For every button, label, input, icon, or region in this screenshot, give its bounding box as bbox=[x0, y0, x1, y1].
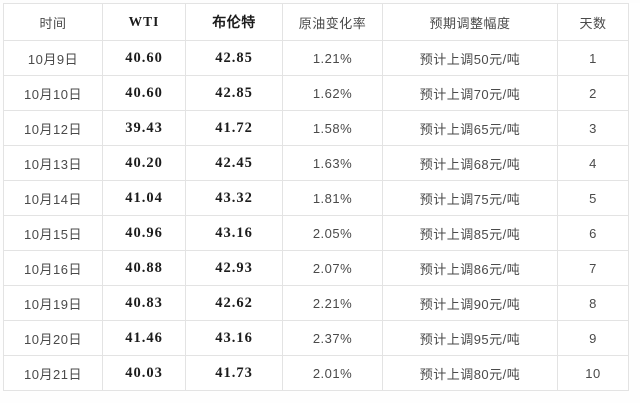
cell-adjustment: 预计上调75元/吨 bbox=[382, 180, 558, 216]
header-adjustment: 预期调整幅度 bbox=[382, 3, 558, 41]
cell-days: 8 bbox=[557, 285, 629, 321]
cell-wti: 40.60 bbox=[102, 40, 186, 76]
page: 时间 WTI 布伦特 原油变化率 预期调整幅度 天数 10月9日 40.60 42.… bbox=[0, 3, 640, 403]
cell-adjustment: 预计上调95元/吨 bbox=[382, 320, 558, 356]
cell-date: 10月15日 bbox=[3, 215, 103, 251]
cell-change-rate: 2.05% bbox=[282, 215, 383, 251]
cell-change-rate: 1.81% bbox=[282, 180, 383, 216]
cell-date: 10月12日 bbox=[3, 110, 103, 146]
table-row: 10月15日 40.96 43.16 2.05% 预计上调85元/吨 6 bbox=[3, 215, 629, 251]
cell-change-rate: 1.62% bbox=[282, 75, 383, 111]
cell-adjustment: 预计上调50元/吨 bbox=[382, 40, 558, 76]
table-row: 10月19日 40.83 42.62 2.21% 预计上调90元/吨 8 bbox=[3, 285, 629, 321]
table-row: 10月9日 40.60 42.85 1.21% 预计上调50元/吨 1 bbox=[3, 40, 629, 76]
cell-brent: 42.45 bbox=[185, 145, 283, 181]
cell-days: 2 bbox=[557, 75, 629, 111]
cell-days: 1 bbox=[557, 40, 629, 76]
cell-brent: 43.16 bbox=[185, 320, 283, 356]
header-row: 时间 WTI 布伦特 原油变化率 预期调整幅度 天数 bbox=[3, 3, 629, 41]
cell-wti: 41.04 bbox=[102, 180, 186, 216]
cell-adjustment: 预计上调70元/吨 bbox=[382, 75, 558, 111]
cell-days: 6 bbox=[557, 215, 629, 251]
cell-date: 10月16日 bbox=[3, 250, 103, 286]
cell-wti: 40.83 bbox=[102, 285, 186, 321]
cell-brent: 42.93 bbox=[185, 250, 283, 286]
cell-brent: 43.16 bbox=[185, 215, 283, 251]
table-row: 10月14日 41.04 43.32 1.81% 预计上调75元/吨 5 bbox=[3, 180, 629, 216]
cell-adjustment: 预计上调65元/吨 bbox=[382, 110, 558, 146]
cell-brent: 42.85 bbox=[185, 40, 283, 76]
cell-change-rate: 2.07% bbox=[282, 250, 383, 286]
cell-brent: 41.73 bbox=[185, 355, 283, 391]
cell-change-rate: 1.58% bbox=[282, 110, 383, 146]
cell-brent: 43.32 bbox=[185, 180, 283, 216]
cell-adjustment: 预计上调85元/吨 bbox=[382, 215, 558, 251]
cell-date: 10月19日 bbox=[3, 285, 103, 321]
cell-brent: 42.62 bbox=[185, 285, 283, 321]
header-time: 时间 bbox=[3, 3, 103, 41]
cell-days: 5 bbox=[557, 180, 629, 216]
header-wti: WTI bbox=[102, 3, 186, 41]
cell-wti: 40.96 bbox=[102, 215, 186, 251]
oil-price-table: 时间 WTI 布伦特 原油变化率 预期调整幅度 天数 10月9日 40.60 42.… bbox=[3, 3, 629, 391]
cell-date: 10月9日 bbox=[3, 40, 103, 76]
cell-brent: 42.85 bbox=[185, 75, 283, 111]
cell-date: 10月21日 bbox=[3, 355, 103, 391]
cell-date: 10月14日 bbox=[3, 180, 103, 216]
header-brent: 布伦特 bbox=[185, 3, 283, 41]
cell-days: 7 bbox=[557, 250, 629, 286]
cell-change-rate: 2.01% bbox=[282, 355, 383, 391]
cell-days: 10 bbox=[557, 355, 629, 391]
cell-days: 9 bbox=[557, 320, 629, 356]
cell-change-rate: 1.63% bbox=[282, 145, 383, 181]
header-change-rate: 原油变化率 bbox=[282, 3, 383, 41]
cell-date: 10月20日 bbox=[3, 320, 103, 356]
cell-date: 10月10日 bbox=[3, 75, 103, 111]
cell-adjustment: 预计上调80元/吨 bbox=[382, 355, 558, 391]
table-row: 10月13日 40.20 42.45 1.63% 预计上调68元/吨 4 bbox=[3, 145, 629, 181]
cell-wti: 41.46 bbox=[102, 320, 186, 356]
cell-wti: 40.20 bbox=[102, 145, 186, 181]
table-row: 10月21日 40.03 41.73 2.01% 预计上调80元/吨 10 bbox=[3, 355, 629, 391]
cell-adjustment: 预计上调86元/吨 bbox=[382, 250, 558, 286]
cell-date: 10月13日 bbox=[3, 145, 103, 181]
table-body: 10月9日 40.60 42.85 1.21% 预计上调50元/吨 1 10月10日 40.6… bbox=[3, 40, 629, 391]
cell-adjustment: 预计上调68元/吨 bbox=[382, 145, 558, 181]
cell-change-rate: 2.21% bbox=[282, 285, 383, 321]
cell-change-rate: 2.37% bbox=[282, 320, 383, 356]
cell-wti: 39.43 bbox=[102, 110, 186, 146]
header-days: 天数 bbox=[557, 3, 629, 41]
cell-wti: 40.60 bbox=[102, 75, 186, 111]
table-row: 10月20日 41.46 43.16 2.37% 预计上调95元/吨 9 bbox=[3, 320, 629, 356]
cell-days: 4 bbox=[557, 145, 629, 181]
cell-days: 3 bbox=[557, 110, 629, 146]
table-row: 10月16日 40.88 42.93 2.07% 预计上调86元/吨 7 bbox=[3, 250, 629, 286]
table-row: 10月10日 40.60 42.85 1.62% 预计上调70元/吨 2 bbox=[3, 75, 629, 111]
table-row: 10月12日 39.43 41.72 1.58% 预计上调65元/吨 3 bbox=[3, 110, 629, 146]
cell-wti: 40.88 bbox=[102, 250, 186, 286]
cell-change-rate: 1.21% bbox=[282, 40, 383, 76]
cell-adjustment: 预计上调90元/吨 bbox=[382, 285, 558, 321]
cell-wti: 40.03 bbox=[102, 355, 186, 391]
cell-brent: 41.72 bbox=[185, 110, 283, 146]
